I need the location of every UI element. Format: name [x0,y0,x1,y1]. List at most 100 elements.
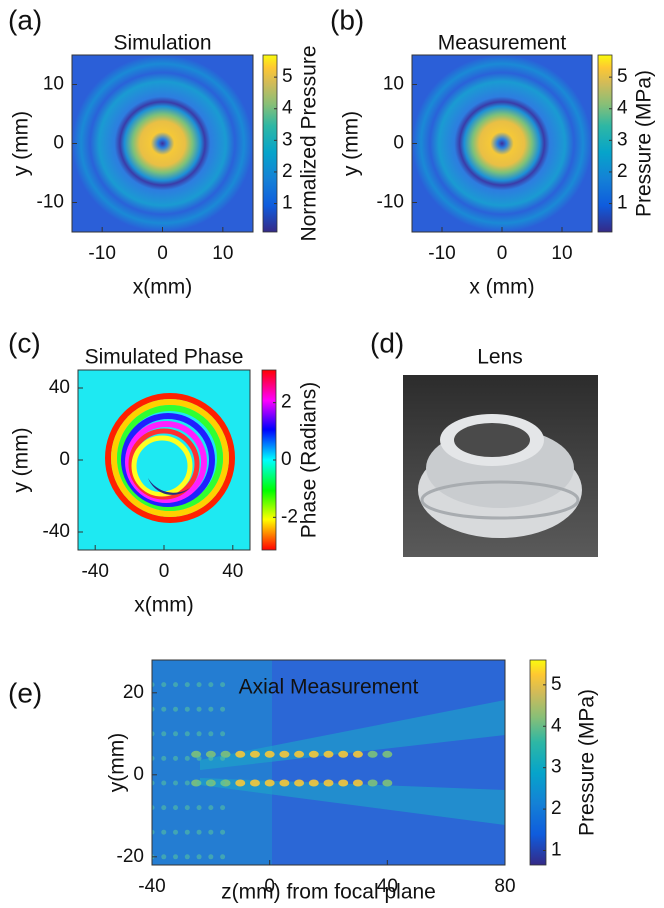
heatmap-image [412,55,592,232]
side-lobe [197,707,202,712]
y-tick-label: 10 [43,74,64,95]
colorbar-tick-label: 3 [282,129,293,150]
y-tick-label: -20 [117,846,144,867]
x-tick-label: 10 [212,243,233,264]
y-tick-label: -10 [37,192,64,213]
colorbar-label: Pressure (MPa) [576,689,599,836]
side-lobe [173,805,178,810]
colorbar-tick-label: 0 [281,449,292,470]
colorbar-tick-label: -2 [281,506,298,527]
side-lobe [208,830,213,835]
side-lobe [208,707,213,712]
y-tick-label: -10 [377,192,404,213]
chart-title: Measurement [438,32,567,55]
chart-title: Simulated Phase [85,346,244,369]
colorbar-tick-label: 3 [617,129,628,150]
side-lobe [185,682,190,687]
side-lobe [173,682,178,687]
focal-spot [382,751,392,758]
side-lobe [185,731,190,736]
y-axis-label: y (mm) [10,111,33,176]
side-lobe [161,731,166,736]
side-lobe [197,830,202,835]
x-tick-label: 0 [157,243,168,264]
side-lobe [185,781,190,786]
side-lobe [173,854,178,859]
focal-spot [324,751,334,758]
side-lobe [208,756,213,761]
focal-spot [338,751,348,758]
lens-photo [403,375,598,557]
focal-spot [250,780,260,787]
x-axis-label: z(mm) from focal plane [221,881,436,904]
side-lobe [197,781,202,786]
x-tick-label: -40 [138,876,165,897]
panel-label: (c) [8,327,41,358]
photo-title: Lens [477,346,523,369]
colorbar-label: Normalized Pressure [298,45,321,241]
y-tick-label: 0 [393,133,404,154]
side-lobe [197,731,202,736]
side-lobe [173,707,178,712]
panel-label: (d) [370,327,404,358]
side-lobe [220,854,225,859]
panel-label: (b) [330,4,364,35]
side-lobe [161,830,166,835]
side-lobe [173,781,178,786]
colorbar-tick-label: 3 [551,757,562,778]
side-lobe [185,756,190,761]
x-axis-label: x(mm) [133,276,192,299]
chart-title: Simulation [113,32,211,55]
x-tick-label: -10 [88,243,115,264]
side-lobe [161,781,166,786]
chart-title: Axial Measurement [239,676,419,699]
x-axis-label: x (mm) [469,276,534,299]
colorbar [598,55,612,232]
side-lobe [220,707,225,712]
focal-spot [353,780,363,787]
colorbar-tick-label: 5 [551,674,562,695]
focal-spot [382,780,392,787]
side-lobe [161,805,166,810]
side-lobe [197,854,202,859]
x-tick-label: -10 [428,243,455,264]
y-axis-label: y (mm) [340,111,363,176]
side-lobe [161,756,166,761]
side-lobe [161,682,166,687]
side-lobe [197,805,202,810]
side-lobe [173,830,178,835]
x-tick-label: 0 [264,876,275,897]
focal-spot [250,751,260,758]
x-tick-label: 40 [377,876,398,897]
side-lobe [208,854,213,859]
colorbar-tick-label: 1 [282,193,293,214]
side-lobe [220,781,225,786]
side-lobe [220,682,225,687]
side-lobe [173,731,178,736]
y-axis-label: y(mm) [106,733,129,792]
focal-spot [368,751,378,758]
focal-spot [294,780,304,787]
side-lobe [197,756,202,761]
colorbar [263,55,277,232]
colorbar-tick-label: 1 [551,840,562,861]
colorbar [530,660,546,865]
y-axis-label: y (mm) [10,427,33,492]
focal-spot [265,751,275,758]
focal-spot [353,751,363,758]
colorbar-tick-label: 4 [617,98,628,119]
heatmap-image [72,55,253,232]
colorbar-tick-label: 2 [282,161,293,182]
side-lobe [161,707,166,712]
focal-spot [324,780,334,787]
panel-label: (a) [8,4,42,35]
focal-spot [279,751,289,758]
side-lobe [208,805,213,810]
panel-label: (e) [8,677,42,708]
figure: (d) Lens (a)Simulationx(mm)y (mm)-10010-… [0,0,664,908]
y-tick-label: 0 [59,449,70,470]
side-lobe [208,682,213,687]
side-lobe [185,854,190,859]
focal-spot [309,751,319,758]
x-tick-label: -40 [81,561,108,582]
